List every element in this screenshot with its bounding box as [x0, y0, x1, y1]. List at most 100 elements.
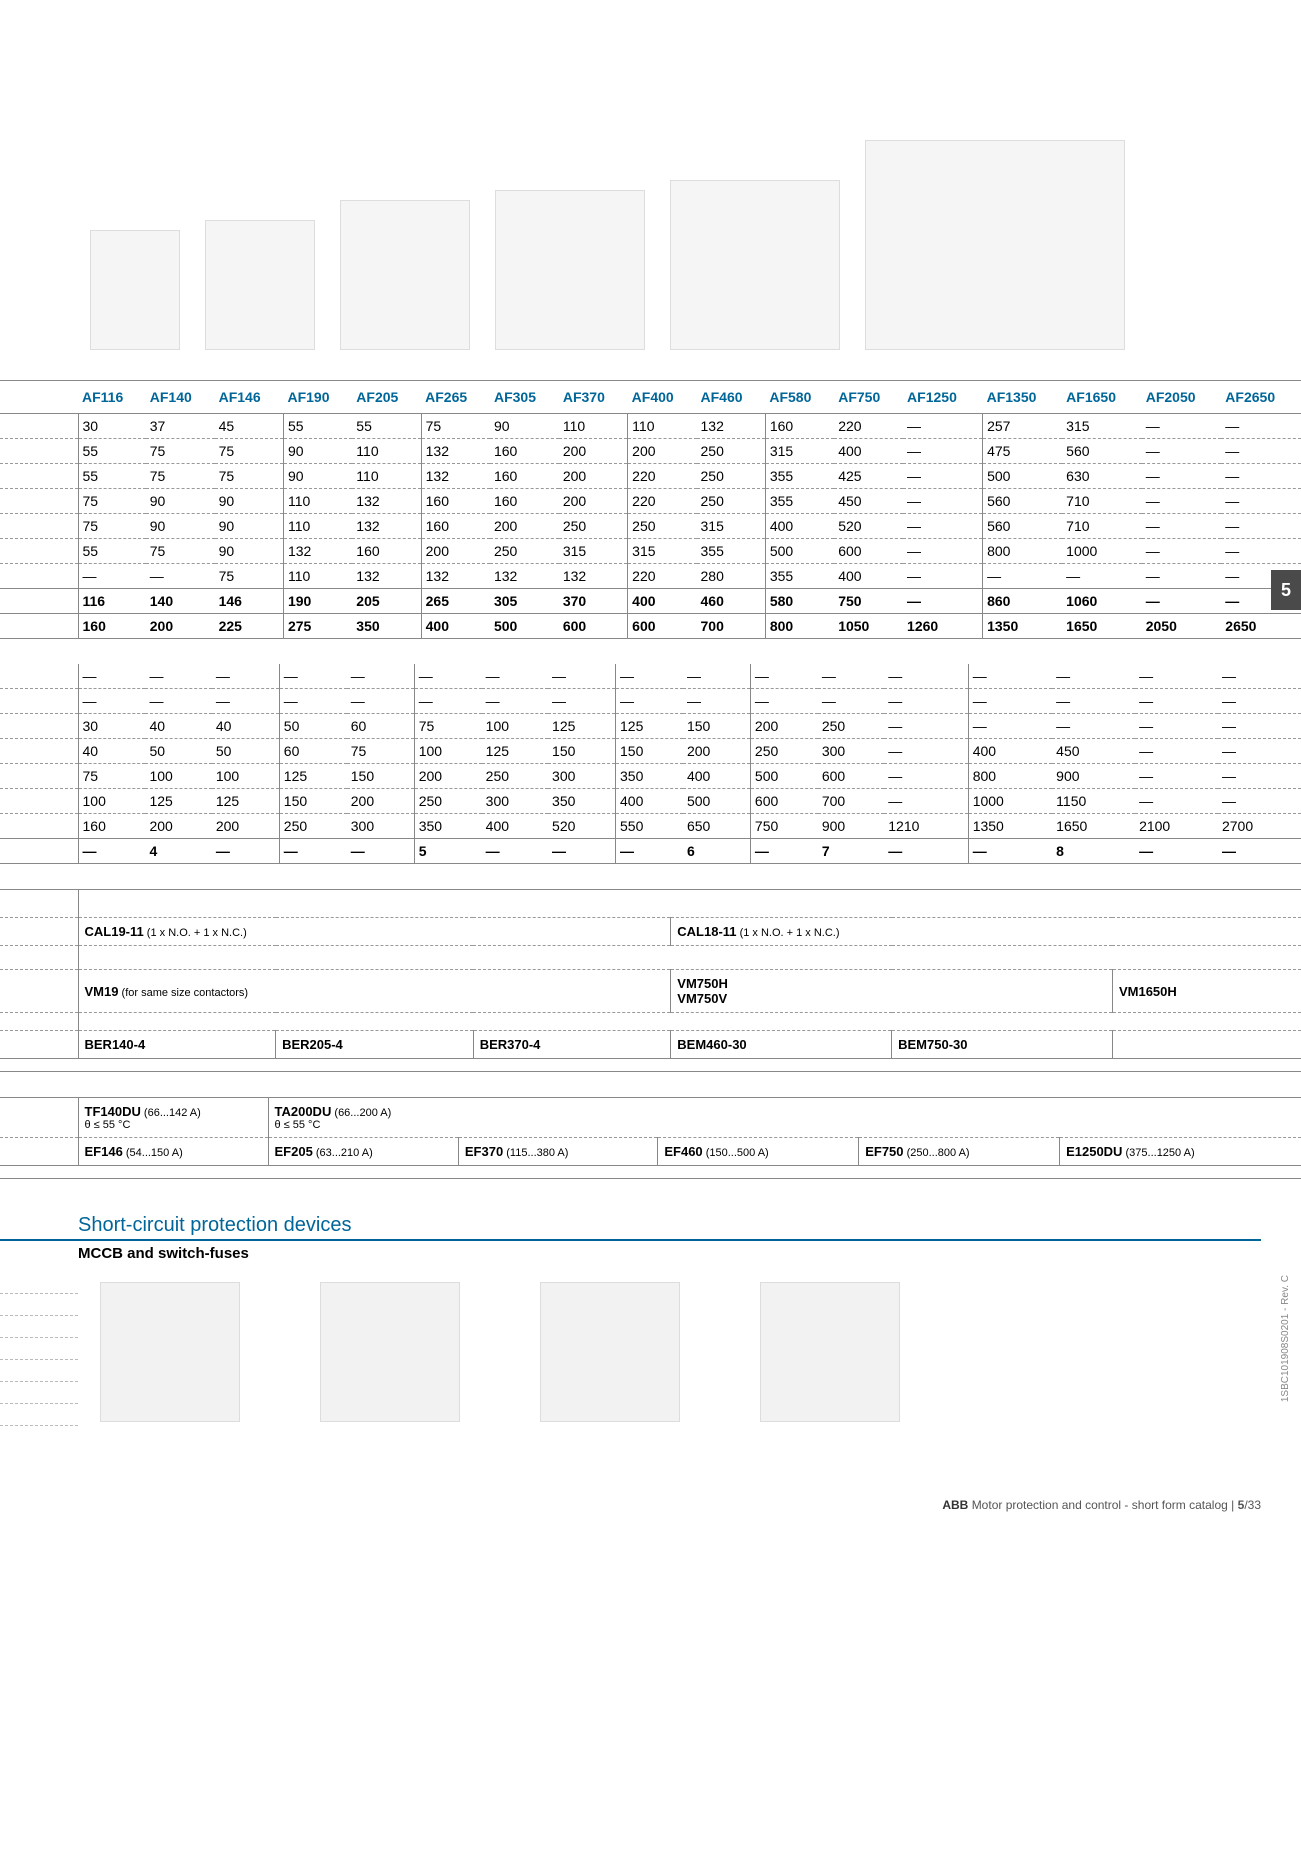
data-cell: — — [903, 489, 983, 514]
column-header: AF750 — [834, 381, 903, 414]
data-cell: 160 — [78, 814, 145, 839]
relay-temp: θ ≤ 55 °C — [85, 1119, 262, 1131]
contactor-image — [205, 220, 315, 350]
data-cell: 90 — [146, 489, 215, 514]
mccb-image — [320, 1282, 460, 1422]
data-cell: 520 — [548, 814, 615, 839]
data-cell: 800 — [983, 539, 1063, 564]
data-cell: 132 — [559, 564, 628, 589]
data-cell: 355 — [765, 489, 834, 514]
data-cell: — — [683, 664, 750, 689]
data-cell: — — [482, 839, 548, 864]
data-cell: — — [903, 414, 983, 439]
data-cell: 60 — [347, 714, 414, 739]
data-cell: 400 — [616, 789, 683, 814]
data-cell: 90 — [215, 489, 284, 514]
chapter-tab: 5 — [1271, 570, 1301, 610]
data-cell: — — [1221, 539, 1301, 564]
data-cell: — — [347, 839, 414, 864]
data-cell: 300 — [548, 764, 615, 789]
data-cell: — — [414, 664, 481, 689]
data-cell: — — [279, 839, 346, 864]
data-cell: 160 — [490, 464, 559, 489]
data-cell: 75 — [215, 564, 284, 589]
data-cell: 100 — [145, 764, 211, 789]
data-cell: 110 — [352, 439, 421, 464]
relay-code: EF750 — [865, 1144, 903, 1159]
data-cell: 1260 — [903, 614, 983, 639]
data-cell: — — [1221, 439, 1301, 464]
data-cell: 150 — [548, 739, 615, 764]
product-image-row — [0, 0, 1301, 380]
column-header: AF305 — [490, 381, 559, 414]
data-cell: 55 — [78, 464, 146, 489]
column-header: AF400 — [628, 381, 697, 414]
data-cell: — — [347, 664, 414, 689]
data-cell: — — [1052, 664, 1135, 689]
page-footer: ABB Motor protection and control - short… — [942, 1498, 1261, 1512]
catalog-page: 5 AF116AF140AF146AF190AF205AF265AF305AF3… — [0, 0, 1301, 1522]
data-cell: 200 — [559, 464, 628, 489]
data-cell: 2650 — [1221, 614, 1301, 639]
data-cell: 50 — [279, 714, 346, 739]
accessory-code: CAL18-11 — [677, 924, 736, 939]
accessory-code: BEM750-30 — [898, 1037, 967, 1052]
data-cell: 160 — [78, 614, 146, 639]
data-cell — [0, 464, 78, 489]
accessory-note: (for same size contactors) — [118, 987, 248, 999]
data-cell: — — [1221, 514, 1301, 539]
data-cell: — — [145, 664, 211, 689]
scpd-image-row — [0, 1272, 1301, 1482]
column-header: AF370 — [559, 381, 628, 414]
data-cell: 150 — [683, 714, 750, 739]
data-cell: 315 — [697, 514, 766, 539]
accessory-code: VM1650H — [1119, 984, 1177, 999]
data-cell: 900 — [818, 814, 884, 839]
data-cell: 75 — [414, 714, 481, 739]
data-cell: 200 — [347, 789, 414, 814]
data-cell: — — [884, 714, 968, 739]
data-cell: 1350 — [968, 814, 1052, 839]
data-cell: 275 — [283, 614, 352, 639]
data-cell: 125 — [279, 764, 346, 789]
data-cell: 250 — [697, 489, 766, 514]
data-cell: 400 — [968, 739, 1052, 764]
data-cell: — — [1142, 489, 1222, 514]
data-cell: 55 — [283, 414, 352, 439]
data-cell — [0, 514, 78, 539]
data-cell: 550 — [616, 814, 683, 839]
data-cell: 40 — [145, 714, 211, 739]
data-cell: 400 — [765, 514, 834, 539]
accessory-code: VM19 — [85, 984, 119, 999]
data-cell: 146 — [215, 589, 284, 614]
data-cell: — — [212, 664, 279, 689]
data-cell: 150 — [616, 739, 683, 764]
data-cell: 75 — [347, 739, 414, 764]
data-cell: 355 — [765, 464, 834, 489]
data-cell: 90 — [215, 514, 284, 539]
data-cell: — — [212, 839, 279, 864]
data-cell: 110 — [559, 414, 628, 439]
data-cell: 250 — [750, 739, 817, 764]
data-cell: 75 — [78, 489, 146, 514]
data-cell: 1000 — [1062, 539, 1142, 564]
data-cell: — — [1142, 464, 1222, 489]
data-cell: — — [347, 689, 414, 714]
data-cell: 250 — [818, 714, 884, 739]
data-cell: — — [78, 564, 146, 589]
data-cell: — — [548, 839, 615, 864]
relay-range: (66...200 A) — [331, 1107, 391, 1119]
data-cell: 400 — [683, 764, 750, 789]
data-cell — [0, 539, 78, 564]
data-cell: 400 — [834, 439, 903, 464]
relay-range: (250...800 A) — [904, 1147, 970, 1159]
data-cell: 125 — [548, 714, 615, 739]
data-cell: 250 — [697, 464, 766, 489]
data-cell: 50 — [212, 739, 279, 764]
column-header: AF2050 — [1142, 381, 1222, 414]
data-cell: — — [616, 689, 683, 714]
data-cell: 500 — [683, 789, 750, 814]
data-cell: — — [903, 539, 983, 564]
data-cell: 250 — [482, 764, 548, 789]
data-cell: 250 — [559, 514, 628, 539]
